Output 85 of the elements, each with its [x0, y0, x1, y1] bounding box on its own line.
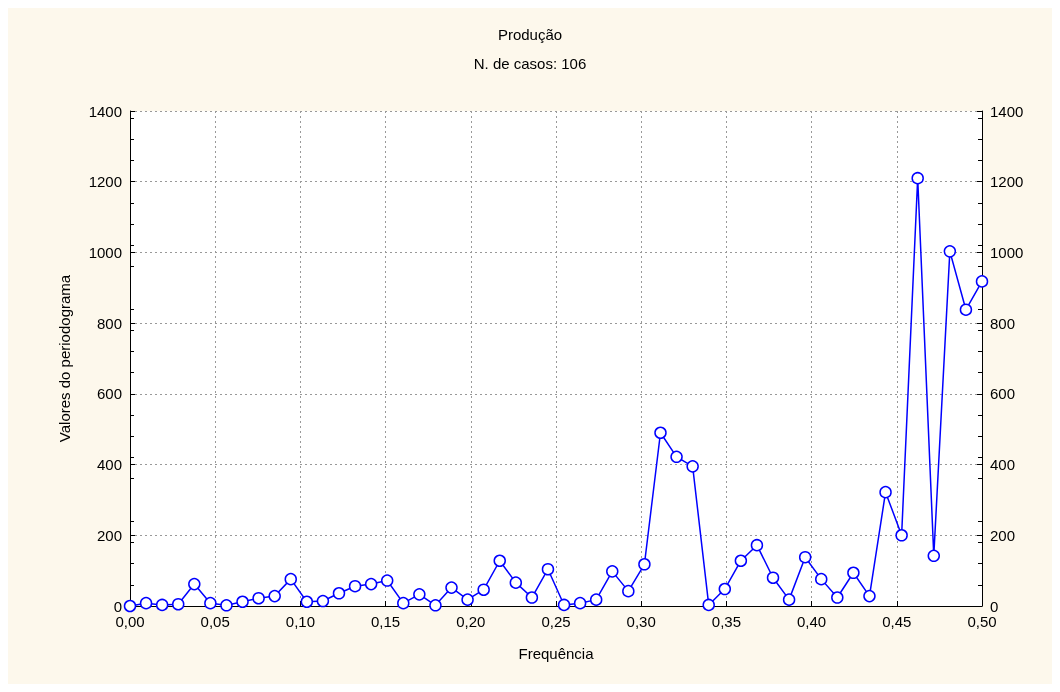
y2-tick-label: 800 — [990, 314, 1016, 332]
point — [188, 577, 201, 591]
y2-tick-label: 600 — [990, 385, 1016, 403]
point — [541, 562, 555, 576]
point — [364, 577, 378, 591]
x-tick-label: 0,40 — [797, 613, 827, 630]
point — [911, 171, 924, 185]
y-tick-label: 600 — [96, 385, 122, 403]
point — [573, 596, 587, 610]
y-tick-label: 1200 — [88, 173, 122, 191]
x-tick-label: 0,20 — [456, 613, 486, 630]
y-axis-title: Valores do periodograma — [56, 274, 73, 443]
x-tick-label: 0,35 — [711, 613, 741, 630]
point — [445, 581, 458, 594]
point — [879, 485, 892, 499]
point — [236, 595, 249, 608]
point — [525, 591, 539, 604]
y2-tick-label: 1400 — [990, 102, 1024, 120]
point — [782, 593, 796, 606]
x-axis-title: Frequência — [518, 645, 595, 662]
point — [718, 582, 732, 596]
point — [798, 550, 812, 564]
point — [750, 538, 764, 552]
y-tick-label: 200 — [96, 526, 122, 544]
point — [686, 460, 699, 473]
point — [702, 598, 715, 612]
point — [622, 584, 635, 598]
point — [252, 591, 265, 605]
point — [557, 598, 571, 612]
point — [139, 596, 153, 610]
point — [477, 583, 490, 596]
x-tick-label: 0,10 — [285, 613, 315, 630]
point — [429, 599, 442, 612]
point — [863, 589, 876, 603]
chart-subtitle: N. de casos: 106 — [473, 55, 587, 72]
point — [397, 596, 410, 610]
point — [348, 579, 362, 593]
point — [847, 566, 860, 580]
point — [413, 588, 426, 601]
point — [509, 576, 523, 589]
x-tick-label: 0,45 — [882, 613, 912, 630]
y2-tick-label: 1000 — [990, 243, 1024, 261]
y-tick-label: 1400 — [88, 102, 122, 120]
point — [204, 596, 217, 610]
point — [815, 572, 828, 586]
point — [493, 554, 506, 567]
x-tick-label: 0,05 — [200, 613, 230, 630]
point — [606, 565, 619, 578]
point — [155, 598, 169, 612]
y-tick-label: 400 — [96, 456, 122, 474]
point — [171, 597, 185, 611]
point — [943, 245, 957, 258]
point — [284, 572, 298, 586]
point — [268, 589, 281, 603]
point — [589, 593, 603, 606]
y2-tick-label: 200 — [990, 526, 1016, 544]
point — [766, 571, 780, 584]
point — [670, 450, 683, 464]
y-tick-label: 0 — [113, 597, 122, 615]
x-tick-label: 0,50 — [967, 613, 997, 630]
x-tick-label: 0,00 — [115, 613, 145, 630]
y2-tick-label: 1200 — [990, 173, 1024, 191]
chart-title: Produção — [497, 26, 563, 43]
point — [734, 554, 748, 567]
y-tick-label: 800 — [96, 314, 122, 332]
point — [927, 549, 941, 563]
point — [831, 591, 844, 604]
y-tick-label: 1000 — [88, 243, 122, 261]
point — [123, 599, 137, 613]
x-tick-label: 0,30 — [626, 613, 656, 630]
point — [654, 426, 667, 439]
point — [380, 574, 394, 587]
point — [300, 595, 314, 608]
y2-tick-label: 400 — [990, 456, 1016, 474]
point — [316, 594, 330, 608]
point — [975, 275, 989, 288]
point — [220, 599, 233, 612]
point — [638, 558, 651, 571]
point — [959, 303, 973, 316]
y2-tick-label: 0 — [990, 597, 999, 615]
x-tick-label: 0,15 — [371, 613, 401, 630]
point — [332, 587, 346, 600]
x-tick-label: 0,25 — [541, 613, 571, 630]
point — [461, 593, 474, 606]
point — [895, 529, 908, 542]
